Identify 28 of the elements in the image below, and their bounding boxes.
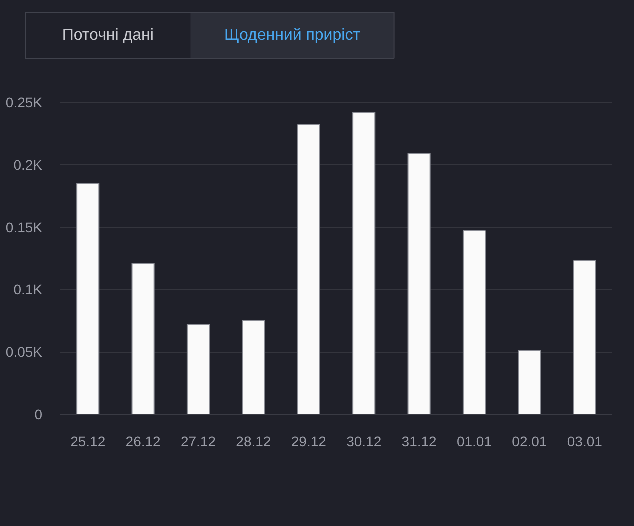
x-tick-label: 02.01 bbox=[512, 434, 548, 450]
bar bbox=[352, 112, 376, 414]
y-tick-label: 0.1K bbox=[14, 282, 44, 298]
bar bbox=[408, 153, 431, 414]
x-tick-label: 26.12 bbox=[126, 434, 162, 450]
bar bbox=[297, 124, 320, 414]
x-tick-label: 30.12 bbox=[346, 434, 382, 450]
text: Щоденний приріст bbox=[224, 27, 362, 44]
bar bbox=[76, 183, 100, 414]
x-tick-label: 29.12 bbox=[291, 434, 327, 450]
x-tick-label: 01.01 bbox=[456, 434, 492, 450]
bar bbox=[462, 230, 486, 414]
text: Поточні дані bbox=[62, 27, 154, 44]
x-tick-label: 31.12 bbox=[402, 434, 438, 450]
y-tick-label: 0 bbox=[34, 406, 43, 422]
y-tick-label: 0.25K bbox=[6, 94, 44, 110]
bar bbox=[132, 262, 155, 414]
x-tick-label: 25.12 bbox=[70, 434, 106, 450]
bar bbox=[242, 320, 266, 414]
bar bbox=[573, 260, 596, 414]
y-tick-label: 0.2K bbox=[14, 156, 44, 173]
x-tick-label: 27.12 bbox=[180, 434, 216, 450]
y-tick-label: 0.05K bbox=[6, 344, 44, 360]
y-tick-label: 0.15K bbox=[6, 219, 44, 236]
x-tick-label: 03.01 bbox=[567, 434, 603, 450]
bar bbox=[518, 350, 542, 414]
x-tick-label: 28.12 bbox=[236, 434, 272, 450]
bar bbox=[186, 324, 210, 414]
